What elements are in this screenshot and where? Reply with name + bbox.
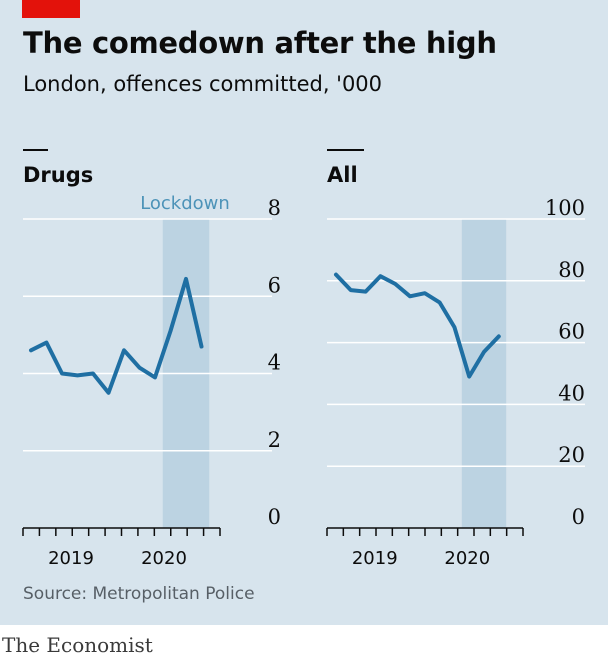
drugs-panel-title: Drugs [23, 163, 93, 187]
all-panel: 0 20 40 60 80 100 2019 2020 [326, 196, 585, 569]
x-tick-label: 2020 [141, 548, 187, 569]
y-tick-label: 0 [268, 505, 281, 529]
x-tick-label: 2019 [352, 548, 398, 569]
drugs-panel: 0 2 4 6 8 2019 2020 Lockdown [22, 193, 281, 569]
y-tick-label: 4 [268, 351, 281, 375]
chart-title: The comedown after the high [23, 26, 497, 60]
brand-wordmark: The Economist [2, 633, 153, 657]
y-tick-label: 100 [545, 196, 585, 220]
x-tick-label: 2019 [48, 548, 94, 569]
series-line [334, 272, 501, 379]
y-tick-label: 80 [558, 258, 585, 282]
all-panel-title: All [327, 163, 358, 187]
y-tick-label: 6 [268, 273, 281, 297]
y-tick-label: 2 [268, 428, 281, 452]
y-tick-label: 60 [558, 320, 585, 344]
lockdown-annotation: Lockdown [140, 193, 230, 214]
x-tick-label: 2020 [444, 548, 490, 569]
y-tick-label: 20 [558, 443, 585, 467]
chart-area: Drugs All 0 2 4 6 8 2019 2020 Lockdown 0 20 40 60 8… [22, 149, 585, 569]
series-line [29, 276, 204, 395]
source-note: Source: Metropolitan Police [23, 584, 255, 604]
chart-panel [0, 0, 608, 625]
y-tick-label: 8 [268, 196, 281, 220]
y-tick-label: 40 [558, 381, 585, 405]
y-tick-label: 0 [572, 505, 585, 529]
brand-red-tag [22, 0, 80, 18]
chart-subtitle: London, offences committed, '000 [23, 72, 383, 96]
